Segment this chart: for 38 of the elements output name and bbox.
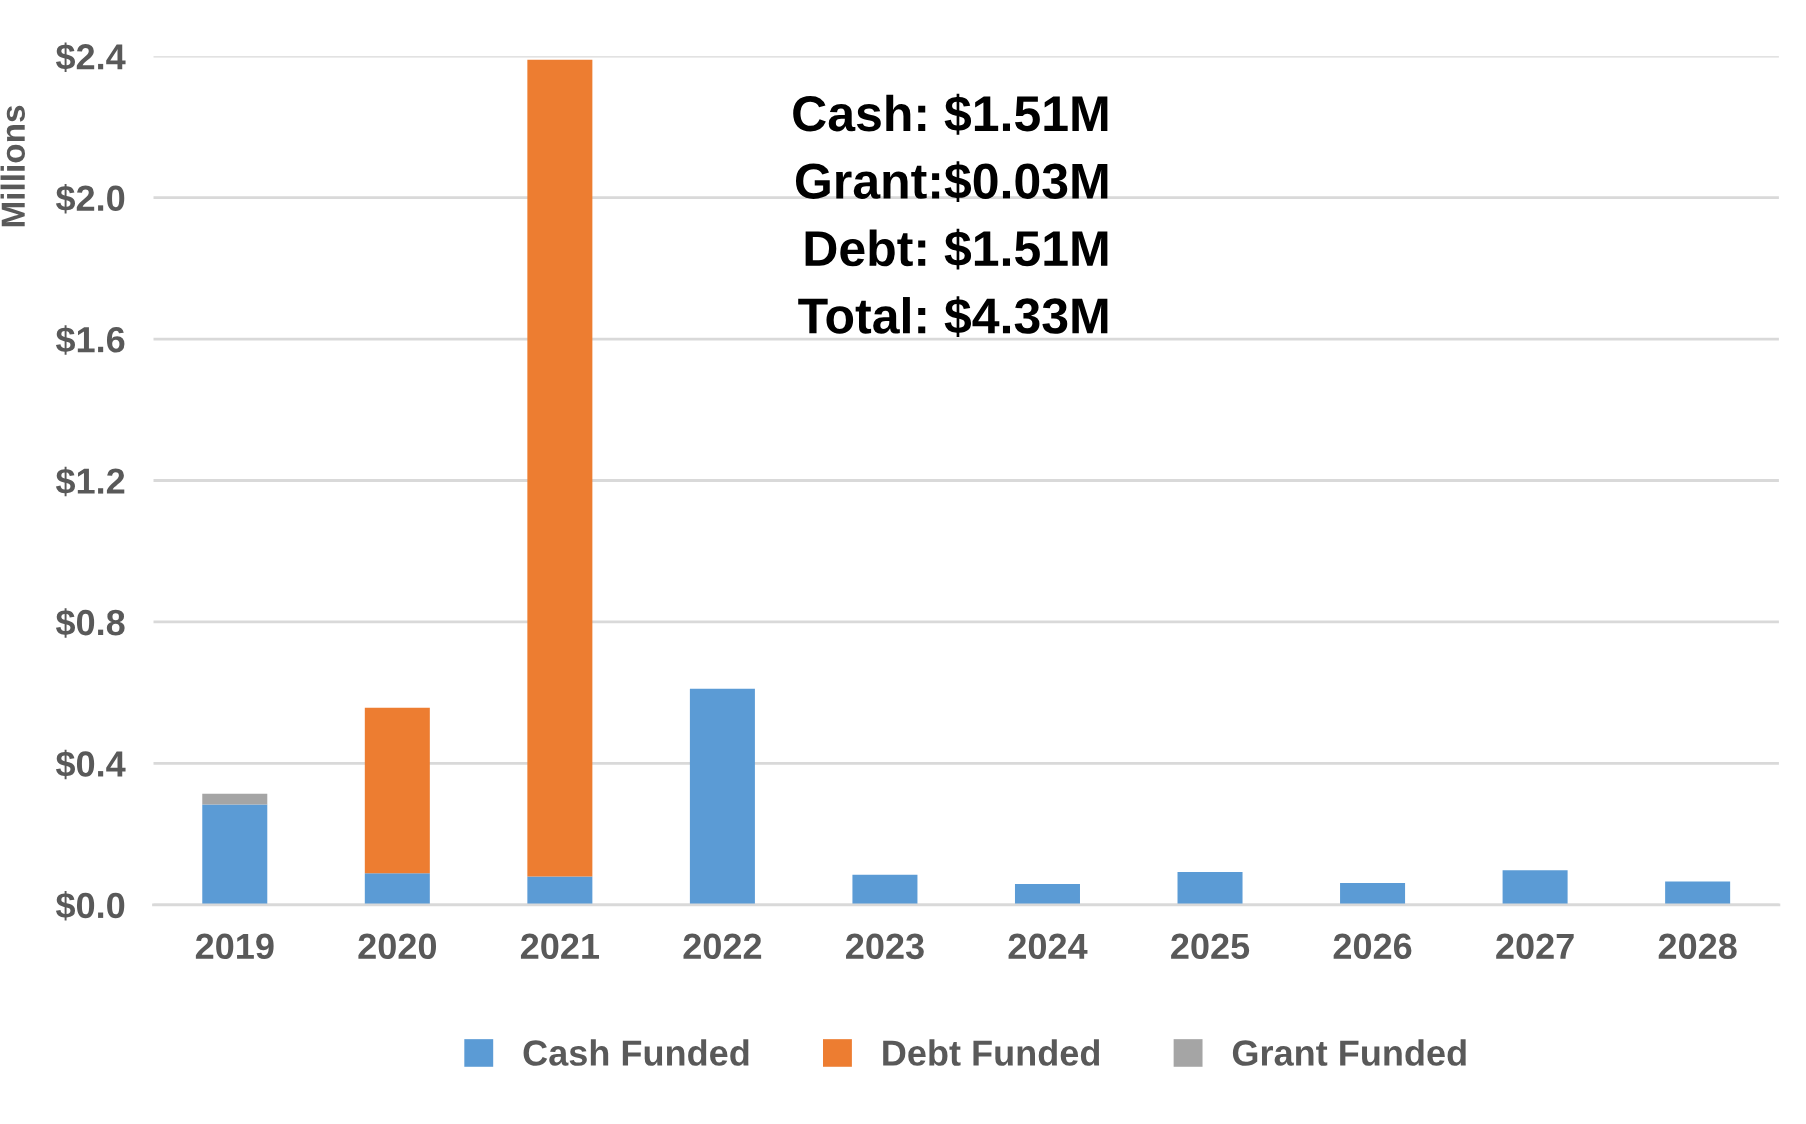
x-tick-label: 2025 — [1171, 933, 1250, 960]
y-tick-label: $0.4 — [55, 749, 126, 780]
bar — [202, 793, 268, 805]
x-tick-label: 2024 — [1008, 933, 1088, 960]
legend-label: Cash Funded — [523, 1039, 749, 1066]
bar — [364, 707, 430, 874]
y-tick-label: $2.0 — [55, 183, 125, 214]
y-tick-label: $2.4 — [55, 42, 126, 72]
y-axis-title: Millions — [0, 105, 26, 227]
x-tick-label: 2028 — [1658, 933, 1737, 960]
x-tick-label: 2023 — [846, 933, 924, 960]
x-tick-label: 2022 — [683, 933, 762, 960]
bar — [1340, 882, 1406, 905]
bar — [364, 873, 430, 905]
annotation: Grant:$0.03M — [795, 161, 1108, 203]
y-tick-label: $0.0 — [55, 891, 125, 921]
y-tick-label: $1.2 — [55, 466, 125, 497]
bar — [1014, 883, 1080, 905]
bar — [202, 804, 268, 905]
bar — [527, 876, 593, 905]
bar — [852, 874, 918, 905]
annotation: Debt: $1.51M — [805, 228, 1108, 270]
bar — [1177, 871, 1243, 905]
legend-label: Grant Funded — [1232, 1039, 1466, 1066]
y-tick-label: $1.6 — [55, 325, 125, 355]
x-tick-label: 2021 — [520, 933, 600, 960]
bar — [689, 688, 755, 905]
y-tick-label: $0.8 — [55, 608, 125, 638]
annotation: Cash: $1.51M — [793, 93, 1108, 135]
bar — [1502, 870, 1568, 905]
x-tick-label: 2020 — [358, 933, 437, 960]
bar — [527, 59, 593, 877]
x-tick-label: 2027 — [1496, 933, 1574, 960]
x-tick-label: 2026 — [1333, 933, 1412, 960]
annotation: Total: $4.33M — [798, 296, 1108, 337]
legend-label: Debt Funded — [883, 1039, 1100, 1066]
bar — [1665, 881, 1731, 905]
x-tick-label: 2019 — [195, 933, 274, 960]
